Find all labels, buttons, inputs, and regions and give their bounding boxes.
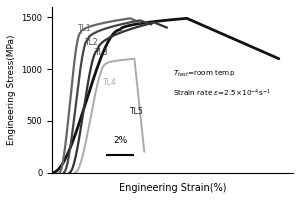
Text: Strain rate $\varepsilon$=2.5×10$^{-4}$s$^{-1}$: Strain rate $\varepsilon$=2.5×10$^{-4}$s… [172,87,271,99]
Text: TL5: TL5 [130,107,144,116]
Text: 2%: 2% [113,136,127,145]
X-axis label: Engineering Strain(%): Engineering Strain(%) [119,183,226,193]
Text: TL1: TL1 [78,24,92,33]
Text: $T_{test}$=room temp: $T_{test}$=room temp [172,69,235,79]
Text: TL3: TL3 [95,48,109,57]
Y-axis label: Engineering Stress(MPa): Engineering Stress(MPa) [7,35,16,145]
Text: TL4: TL4 [103,78,117,87]
Text: TL2: TL2 [85,38,98,47]
